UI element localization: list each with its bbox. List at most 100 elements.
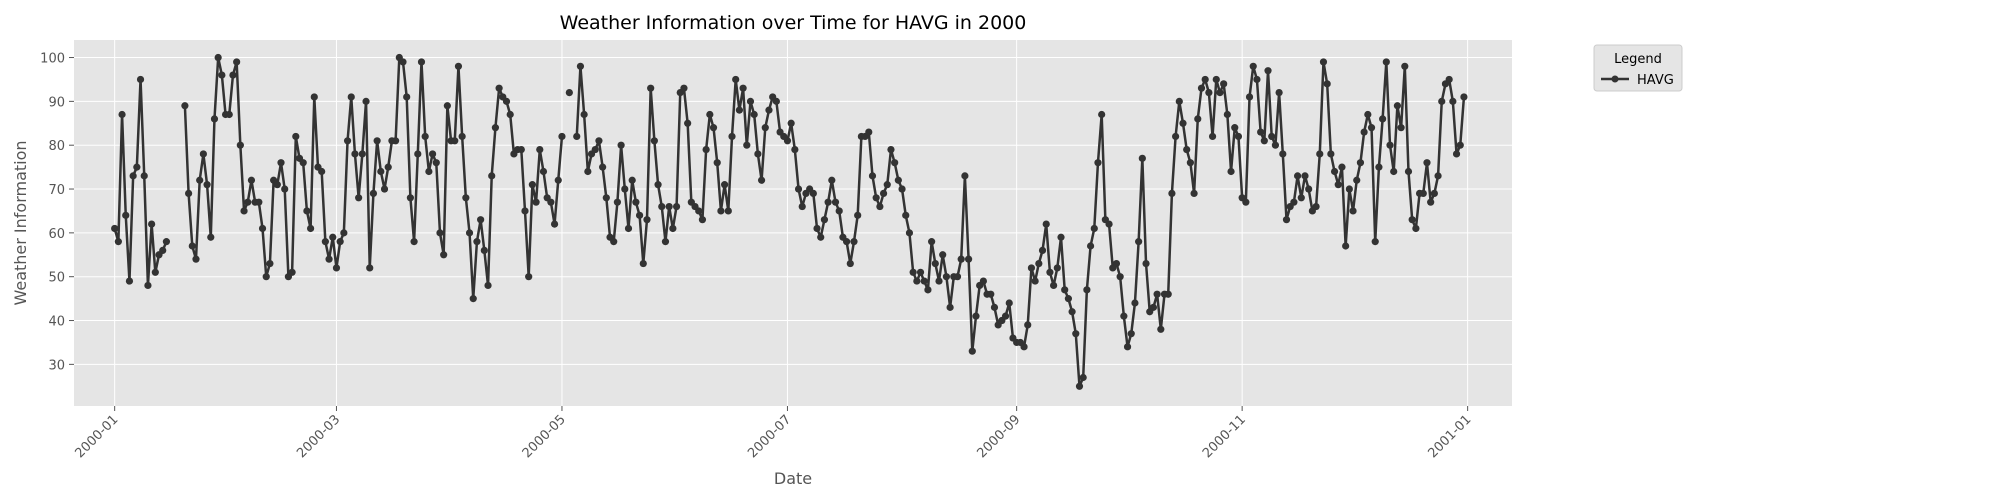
data-point (894, 176, 902, 184)
data-point (602, 194, 610, 202)
data-point (355, 194, 363, 202)
data-point (1338, 163, 1346, 171)
data-point (680, 84, 688, 92)
data-point (233, 58, 241, 66)
data-point (843, 238, 851, 246)
y-tick-label: 40 (48, 315, 65, 330)
data-point (1456, 141, 1464, 149)
data-point (1445, 75, 1453, 84)
data-point (728, 132, 736, 141)
data-point (1375, 163, 1383, 171)
data-point (484, 281, 492, 290)
data-point (1260, 137, 1268, 145)
data-point (883, 181, 891, 189)
data-point (1234, 132, 1243, 141)
data-point (743, 141, 751, 149)
data-point (443, 102, 451, 110)
data-point (406, 194, 414, 202)
data-point (957, 255, 965, 263)
data-point (417, 58, 426, 66)
data-point (661, 238, 670, 246)
data-point (654, 181, 662, 189)
data-point (658, 202, 666, 211)
data-point (1083, 286, 1091, 294)
data-point (554, 176, 562, 184)
y-tick-label: 30 (48, 358, 65, 373)
data-point (1271, 141, 1280, 149)
data-point (990, 303, 999, 311)
data-point (451, 137, 459, 145)
data-point (617, 141, 625, 149)
data-point (876, 202, 884, 211)
data-point (1105, 220, 1113, 228)
data-point (794, 185, 803, 193)
data-point (584, 167, 592, 176)
chart-title: Weather Information over Time for HAVG i… (560, 12, 1027, 34)
series-layer (111, 53, 1468, 390)
data-point (946, 303, 954, 311)
data-point (159, 246, 167, 254)
data-point (1050, 281, 1058, 290)
data-point (1183, 145, 1191, 154)
data-point (1094, 159, 1102, 167)
data-point (550, 220, 559, 228)
y-tick-label: 50 (48, 271, 65, 286)
data-point (369, 189, 378, 198)
data-point (273, 181, 281, 189)
data-point (114, 238, 122, 246)
data-point (765, 106, 773, 114)
data-point (329, 233, 337, 241)
data-point (151, 268, 159, 276)
data-point (366, 264, 374, 272)
data-point (898, 185, 906, 193)
data-point (595, 137, 603, 145)
data-point (1153, 290, 1161, 298)
data-point (532, 198, 540, 206)
data-point (1053, 264, 1061, 272)
data-point (591, 145, 599, 154)
data-point (1382, 58, 1390, 66)
data-point (1356, 159, 1365, 167)
data-point (1064, 295, 1072, 303)
data-point (1072, 330, 1080, 338)
data-point (539, 167, 548, 176)
data-point (1223, 110, 1231, 119)
data-point (964, 255, 973, 263)
data-point (1282, 216, 1291, 224)
data-point (310, 93, 318, 101)
data-point (879, 189, 888, 198)
data-point (628, 176, 636, 184)
y-tick-label: 80 (48, 139, 65, 154)
data-point (1079, 373, 1087, 382)
data-point (610, 238, 618, 246)
x-tick-label: 2000-03 (294, 412, 343, 461)
data-point (1449, 97, 1457, 105)
data-point (1038, 246, 1047, 254)
data-point (465, 229, 474, 237)
data-point (1438, 97, 1446, 105)
data-point (214, 53, 222, 62)
data-point (1127, 330, 1135, 338)
data-point (1175, 97, 1183, 105)
data-point (477, 216, 485, 224)
data-point (1197, 84, 1206, 92)
data-point (321, 238, 329, 246)
data-point (1164, 290, 1172, 298)
data-point (1312, 202, 1320, 211)
legend-marker-sample (1611, 75, 1619, 83)
data-point (1334, 181, 1342, 189)
data-point (1345, 185, 1353, 193)
data-point (281, 185, 289, 193)
data-point (558, 132, 566, 141)
data-point (573, 132, 581, 141)
data-point (1201, 75, 1209, 84)
data-point (347, 93, 355, 101)
data-point (672, 202, 681, 211)
data-point (1098, 110, 1106, 119)
data-point (1061, 286, 1069, 294)
data-point (1231, 124, 1239, 132)
data-point (1330, 167, 1339, 176)
data-point (872, 194, 880, 202)
data-point (1086, 242, 1095, 250)
data-point (909, 268, 917, 276)
